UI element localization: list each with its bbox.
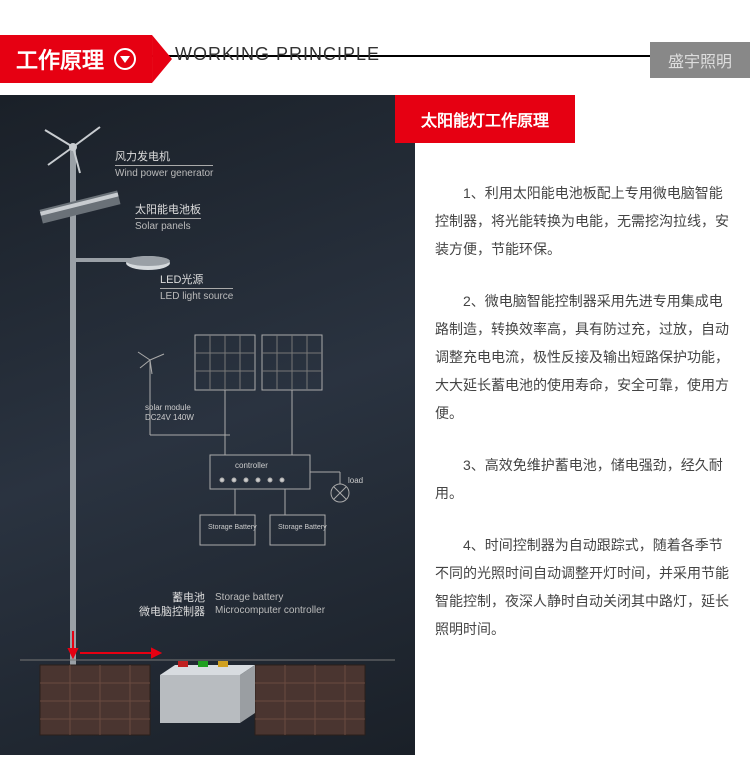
right-panel: 太阳能灯工作原理 1、利用太阳能电池板配上专用微电脑智能控制器，将光能转换为电能… xyxy=(415,95,750,755)
wind-label: 风力发电机 Wind power generator xyxy=(115,150,213,180)
dc24v-label: DC24V 140W xyxy=(145,413,194,422)
load-label: load xyxy=(348,476,363,485)
battery-en-label: Storage battery Microcomputer controller xyxy=(215,591,325,617)
controller-box-label: controller xyxy=(235,461,268,470)
para-2: 2、微电脑智能控制器采用先进专用集成电路制造，转换效率高，具有防过充，过放，自动… xyxy=(435,287,730,427)
brand-badge: 盛宇照明 xyxy=(650,42,750,78)
storage-box-label-1: Storage Battery xyxy=(208,524,257,531)
chevron-down-icon xyxy=(114,48,136,70)
content-row: controller load Storage Battery Storage … xyxy=(0,95,750,755)
section-title-en: WORKING PRINCIPLE xyxy=(175,44,380,65)
battery-cn-label: 蓄电池 微电脑控制器 xyxy=(115,591,205,620)
diagram-panel: controller load Storage Battery Storage … xyxy=(0,95,415,755)
tab-title-cn: 工作原理 xyxy=(16,43,104,75)
para-4: 4、时间控制器为自动跟踪式，随着各季节不同的光照时间自动调整开灯时间，并采用节能… xyxy=(435,531,730,643)
description: 1、利用太阳能电池板配上专用微电脑智能控制器，将光能转换为电能，无需挖沟拉线，安… xyxy=(415,179,730,643)
para-3: 3、高效免维护蓄电池，储电强劲，经久耐用。 xyxy=(435,451,730,507)
para-1: 1、利用太阳能电池板配上专用微电脑智能控制器，将光能转换为电能，无需挖沟拉线，安… xyxy=(435,179,730,263)
diagram-svg: controller load Storage Battery Storage … xyxy=(0,95,415,755)
right-title: 太阳能灯工作原理 xyxy=(395,95,575,143)
led-label: LED光源 LED light source xyxy=(160,273,233,303)
storage-box-label-2: Storage Battery xyxy=(278,524,327,531)
section-tab: 工作原理 xyxy=(0,35,152,83)
solar-module-label: solar module xyxy=(145,403,191,412)
header-bar: 工作原理 WORKING PRINCIPLE 盛宇照明 xyxy=(0,0,750,70)
solar-label: 太阳能电池板 Solar panels xyxy=(135,203,201,233)
